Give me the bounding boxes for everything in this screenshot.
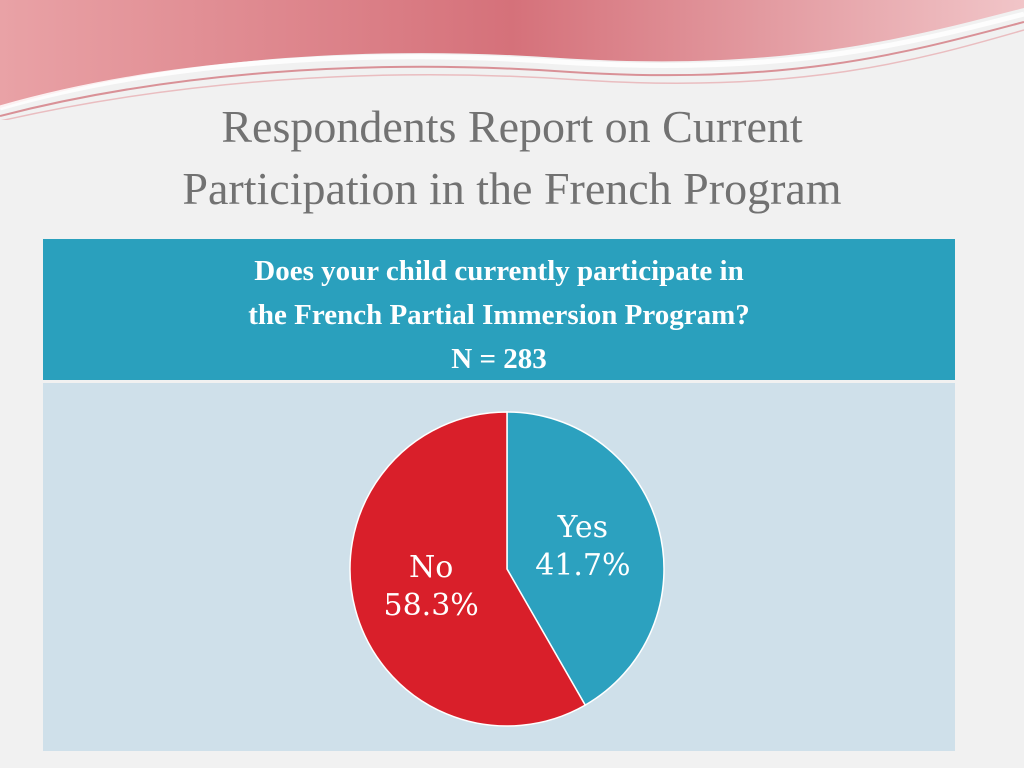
question-line-1: Does your child currently participate in: [254, 255, 744, 287]
pie-slice-no: [349, 411, 587, 727]
slide-title: Respondents Report on Current Participat…: [40, 96, 984, 220]
slide-title-line-2: Participation in the French Program: [182, 163, 842, 214]
pie-value-label-no: 58.3%: [383, 588, 478, 623]
pie-label-yes: Yes: [557, 510, 608, 545]
sample-size-label: N = 283: [451, 343, 547, 375]
pie-label-no: No: [409, 550, 453, 585]
pie-value-label-yes: 41.7%: [535, 548, 630, 583]
question-table-header: Does your child currently participate in…: [43, 239, 955, 380]
header-swoosh-decoration: [0, 0, 1024, 120]
slide-title-line-1: Respondents Report on Current: [221, 101, 803, 152]
pie-slice-yes: [506, 411, 665, 707]
question-line-2: the French Partial Immersion Program?: [248, 299, 750, 331]
question-table-body: Yes 41.7% No 58.3%: [43, 383, 955, 751]
